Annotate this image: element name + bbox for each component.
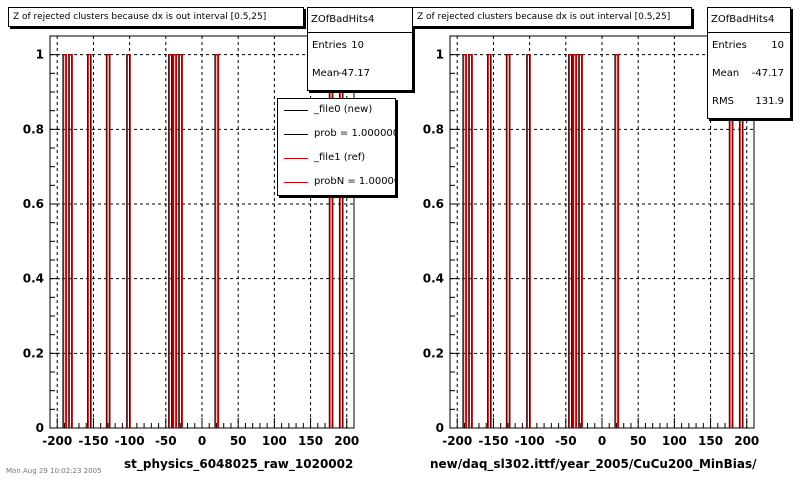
left-plot-title: Z of rejected clusters because dx is out… [8,7,304,27]
right-series1-bar-7 [578,54,583,428]
legend-label-file0: _file0 (new) [314,104,373,115]
left-y-tick-label-1: 0.2 [23,346,44,360]
left-x-tick-label-2: -100 [115,434,145,448]
left-series1-bar-2 [87,54,92,428]
left-x-tick-label-4: 0 [198,434,206,448]
legend-entry-prob: prob = 1.000000 [278,123,395,147]
legend-label-file1: _file1 (ref) [314,152,366,163]
left-x-tick-label-8: 200 [334,434,359,448]
right-series1-bar-6 [573,54,578,428]
left-stats-mean-label: Mean [312,68,340,79]
legend-line-prob [284,134,308,135]
left-plot-title-text: Z of rejected clusters because dx is out… [13,12,267,22]
left-x-tick-label-1: -150 [78,434,108,448]
right-stats-mean-label: Mean [712,68,740,79]
legend-line-file0 [284,110,308,111]
right-series1-bar-3 [506,54,511,428]
left-y-tick-label-2: 0.4 [23,272,44,286]
right-stats-rms-value: 131.9 [755,96,784,107]
right-series1-bar-4 [526,54,531,428]
right-series1-bar-1 [468,54,473,428]
right-stats-entries-row: Entries 10 [708,33,790,61]
right-y-tick-label-3: 0.6 [423,197,444,211]
right-x-tick-label-8: 200 [734,434,759,448]
right-stats-entries-label: Entries [712,40,747,51]
left-series1-bar-8 [215,54,220,428]
left-legend: _file0 (new) prob = 1.000000 _file1 (ref… [277,98,396,196]
right-x-tick-label-3: -50 [555,434,577,448]
left-x-tick-label-3: -50 [155,434,177,448]
right-y-tick-label-5: 1 [436,48,444,62]
legend-entry-file1: _file1 (ref) [278,147,395,171]
left-y-tick-label-0: 0 [36,421,44,435]
right-stats-rms-label: RMS [712,96,734,107]
legend-line-file1 [284,158,308,159]
right-x-axis-label: new/daq_sl302.ittf/year_2005/CuCu200_Min… [430,457,757,471]
right-x-tick-label-1: -150 [478,434,508,448]
left-series1-bar-4 [126,54,131,428]
left-x-tick-label-7: 150 [298,434,323,448]
right-y-tick-label-4: 0.8 [423,122,444,136]
right-series1-bar-0 [463,54,468,428]
left-series1-bar-0 [63,54,68,428]
right-stats-box: ZOfBadHits4 Entries 10 Mean -47.17 RMS 1… [707,7,791,119]
left-y-tick-label-3: 0.6 [23,197,44,211]
footer-timestamp: Mon Aug 29 10:02:23 2005 [6,467,102,475]
left-series1-bar-3 [106,54,111,428]
right-stats-rms-row: RMS 131.9 [708,89,790,117]
right-plot-title-text: Z of rejected clusters because dx is out… [417,12,671,22]
right-stats-mean-row: Mean -47.17 [708,61,790,89]
right-x-tick-label-5: 50 [630,434,647,448]
legend-line-probn [284,182,308,183]
right-stats-mean-value: -47.17 [751,68,784,79]
legend-entry-file0: _file0 (new) [278,99,395,123]
right-x-tick-label-2: -100 [515,434,545,448]
left-stats-entries-label: Entries [312,40,347,51]
right-y-tick-label-1: 0.2 [423,346,444,360]
left-histogram-pane: -200 -150 -100 -50 0 50 100 150 200 0 0.2 0.4 0.6 0.8… [6,7,413,475]
left-stats-box: ZOfBadHits4 Entries 10 Mean -47.17 [307,7,413,91]
right-series1-bar-5 [568,54,573,428]
legend-label-prob: prob = 1.000000 [314,128,396,139]
right-y-tick-label-2: 0.4 [423,272,444,286]
right-x-tick-label-7: 150 [698,434,723,448]
right-x-tick-label-0: -200 [442,434,472,448]
right-x-tick-label-6: 100 [662,434,687,448]
left-y-tick-label-5: 1 [36,48,44,62]
right-plot-title: Z of rejected clusters because dx is out… [412,7,692,27]
left-stats-entries-value: 10 [351,40,364,51]
left-x-tick-label-5: 50 [230,434,247,448]
left-x-tick-label-6: 100 [262,434,287,448]
left-y-tick-label-4: 0.8 [23,122,44,136]
left-series1-bar-7 [178,54,183,428]
left-series1-bar-6 [173,54,178,428]
left-x-tick-label-0: -200 [42,434,72,448]
left-x-axis-label: st_physics_6048025_raw_1020002 [124,457,354,471]
left-stats-entries-row: Entries 10 [308,33,412,61]
right-x-tick-label-4: 0 [598,434,606,448]
legend-entry-probn: probN = 1.000000 [278,171,395,195]
right-stats-entries-value: 10 [771,40,784,51]
left-stats-mean-row: Mean -47.17 [308,61,412,89]
left-series1-bar-5 [168,54,173,428]
left-series1-bar-1 [68,54,73,428]
right-stats-name: ZOfBadHits4 [708,8,790,33]
left-plot-frame [49,35,355,429]
left-stats-name: ZOfBadHits4 [308,8,412,33]
right-series1-bar-2 [487,54,492,428]
right-histogram-pane: -200 -150 -100 -50 0 50 100 150 200 0 0.2 0.4 0.6 0.8… [400,0,800,480]
legend-label-probn: probN = 1.000000 [314,176,395,187]
left-stats-mean-value: -47.17 [337,68,370,79]
right-plot-svg: -200 -150 -100 -50 0 50 100 150 200 0 0.2 0.4 0.6 0.8… [423,35,759,448]
right-y-tick-label-0: 0 [436,421,444,435]
right-series1-bar-8 [615,54,620,428]
